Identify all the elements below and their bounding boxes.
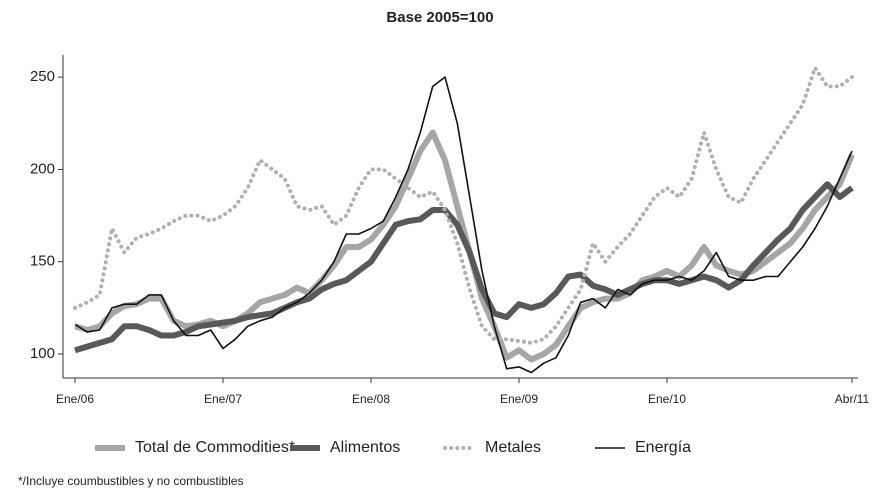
x-tick-label: Ene/09 [500,392,538,406]
legend-label: Total de Commodities* [135,439,295,456]
series-line [74,181,854,354]
x-tick-label: Abr/11 [835,392,870,406]
y-tick-label: 250 [30,68,55,85]
series-line [73,65,854,345]
footnote: */Incluye coumbustibles y no combustible… [18,474,243,488]
x-tick-label: Ene/10 [648,392,686,406]
chart-title: Base 2005=100 [386,9,493,26]
x-tick-label: Ene/06 [56,392,94,406]
legend-label: Alimentos [330,439,400,456]
legend-label: Energía [635,439,691,456]
y-tick-label: 200 [30,160,55,177]
series-line [74,76,853,374]
series-line [74,129,855,363]
x-tick-label: Ene/08 [352,392,390,406]
x-tick-label: Ene/07 [204,392,242,406]
legend-label: Metales [485,439,541,456]
y-tick-label: 150 [30,253,55,270]
y-tick-label: 100 [30,345,55,362]
